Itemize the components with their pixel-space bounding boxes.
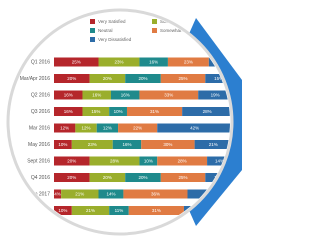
value-label: 4% [54,192,61,197]
value-label: 25% [179,76,188,81]
value-label: 12% [103,126,112,131]
value-label: 10% [144,159,153,164]
value-label: 16% [122,142,131,147]
value-label: 20% [103,175,112,180]
value-label: 21% [86,208,95,213]
value-label: 30% [163,142,172,147]
value-label: 16% [64,109,73,114]
value-label: 16% [149,60,158,65]
y-tick-label: Mar 2016 [29,125,50,131]
y-tick-label: Sept 2016 [27,158,50,164]
legend-label: Very Satisfied [98,19,126,24]
y-tick-label: Q2 2016 [31,92,50,98]
lens [8,10,232,234]
value-label: 11% [115,208,124,213]
y-tick-label: Q3 2016 [31,109,50,115]
value-label: 28% [178,159,187,164]
legend-swatch [152,28,157,33]
y-tick-label: Q4 2016 [31,175,50,181]
value-label: 16% [64,93,73,98]
value-label: 23% [184,60,193,65]
value-label: 36% [151,192,160,197]
value-label: 28% [110,159,119,164]
value-label: 33% [164,93,173,98]
value-label: 21% [209,142,218,147]
value-label: 19% [211,93,220,98]
value-label: 10% [58,208,67,213]
value-label: 10% [114,109,123,114]
value-label: 10% [58,142,67,147]
y-tick-label: May 2016 [28,142,50,148]
legend-label: Very Dissatisfied [98,37,132,42]
value-label: 15% [91,109,100,114]
value-label: 20% [67,159,76,164]
legend-swatch [90,37,95,42]
value-label: 20% [103,76,112,81]
value-label: 31% [152,208,161,213]
value-label: 16% [121,93,130,98]
value-label: 12% [60,126,69,131]
value-label: 25% [72,60,81,65]
legend-label: Neutral [98,28,113,33]
value-label: 21% [75,192,84,197]
y-tick-label: Q1 2016 [31,59,50,65]
value-label: 23% [88,142,97,147]
value-label: 22% [133,126,142,131]
legend-swatch [152,19,157,24]
value-label: 20% [138,175,147,180]
legend-swatch [90,28,95,33]
value-label: 25% [179,175,188,180]
value-label: 16% [92,93,101,98]
legend-swatch [90,19,95,24]
value-label: 31% [150,109,159,114]
value-label: 20% [138,76,147,81]
value-label: 20% [67,175,76,180]
value-label: 12% [82,126,91,131]
value-label: 14% [106,192,115,197]
value-label: 20% [67,76,76,81]
y-tick-label: Mar/Apr 2016 [20,76,51,82]
value-label: 28% [203,109,212,114]
value-label: 42% [190,126,199,131]
value-label: 23% [114,60,123,65]
